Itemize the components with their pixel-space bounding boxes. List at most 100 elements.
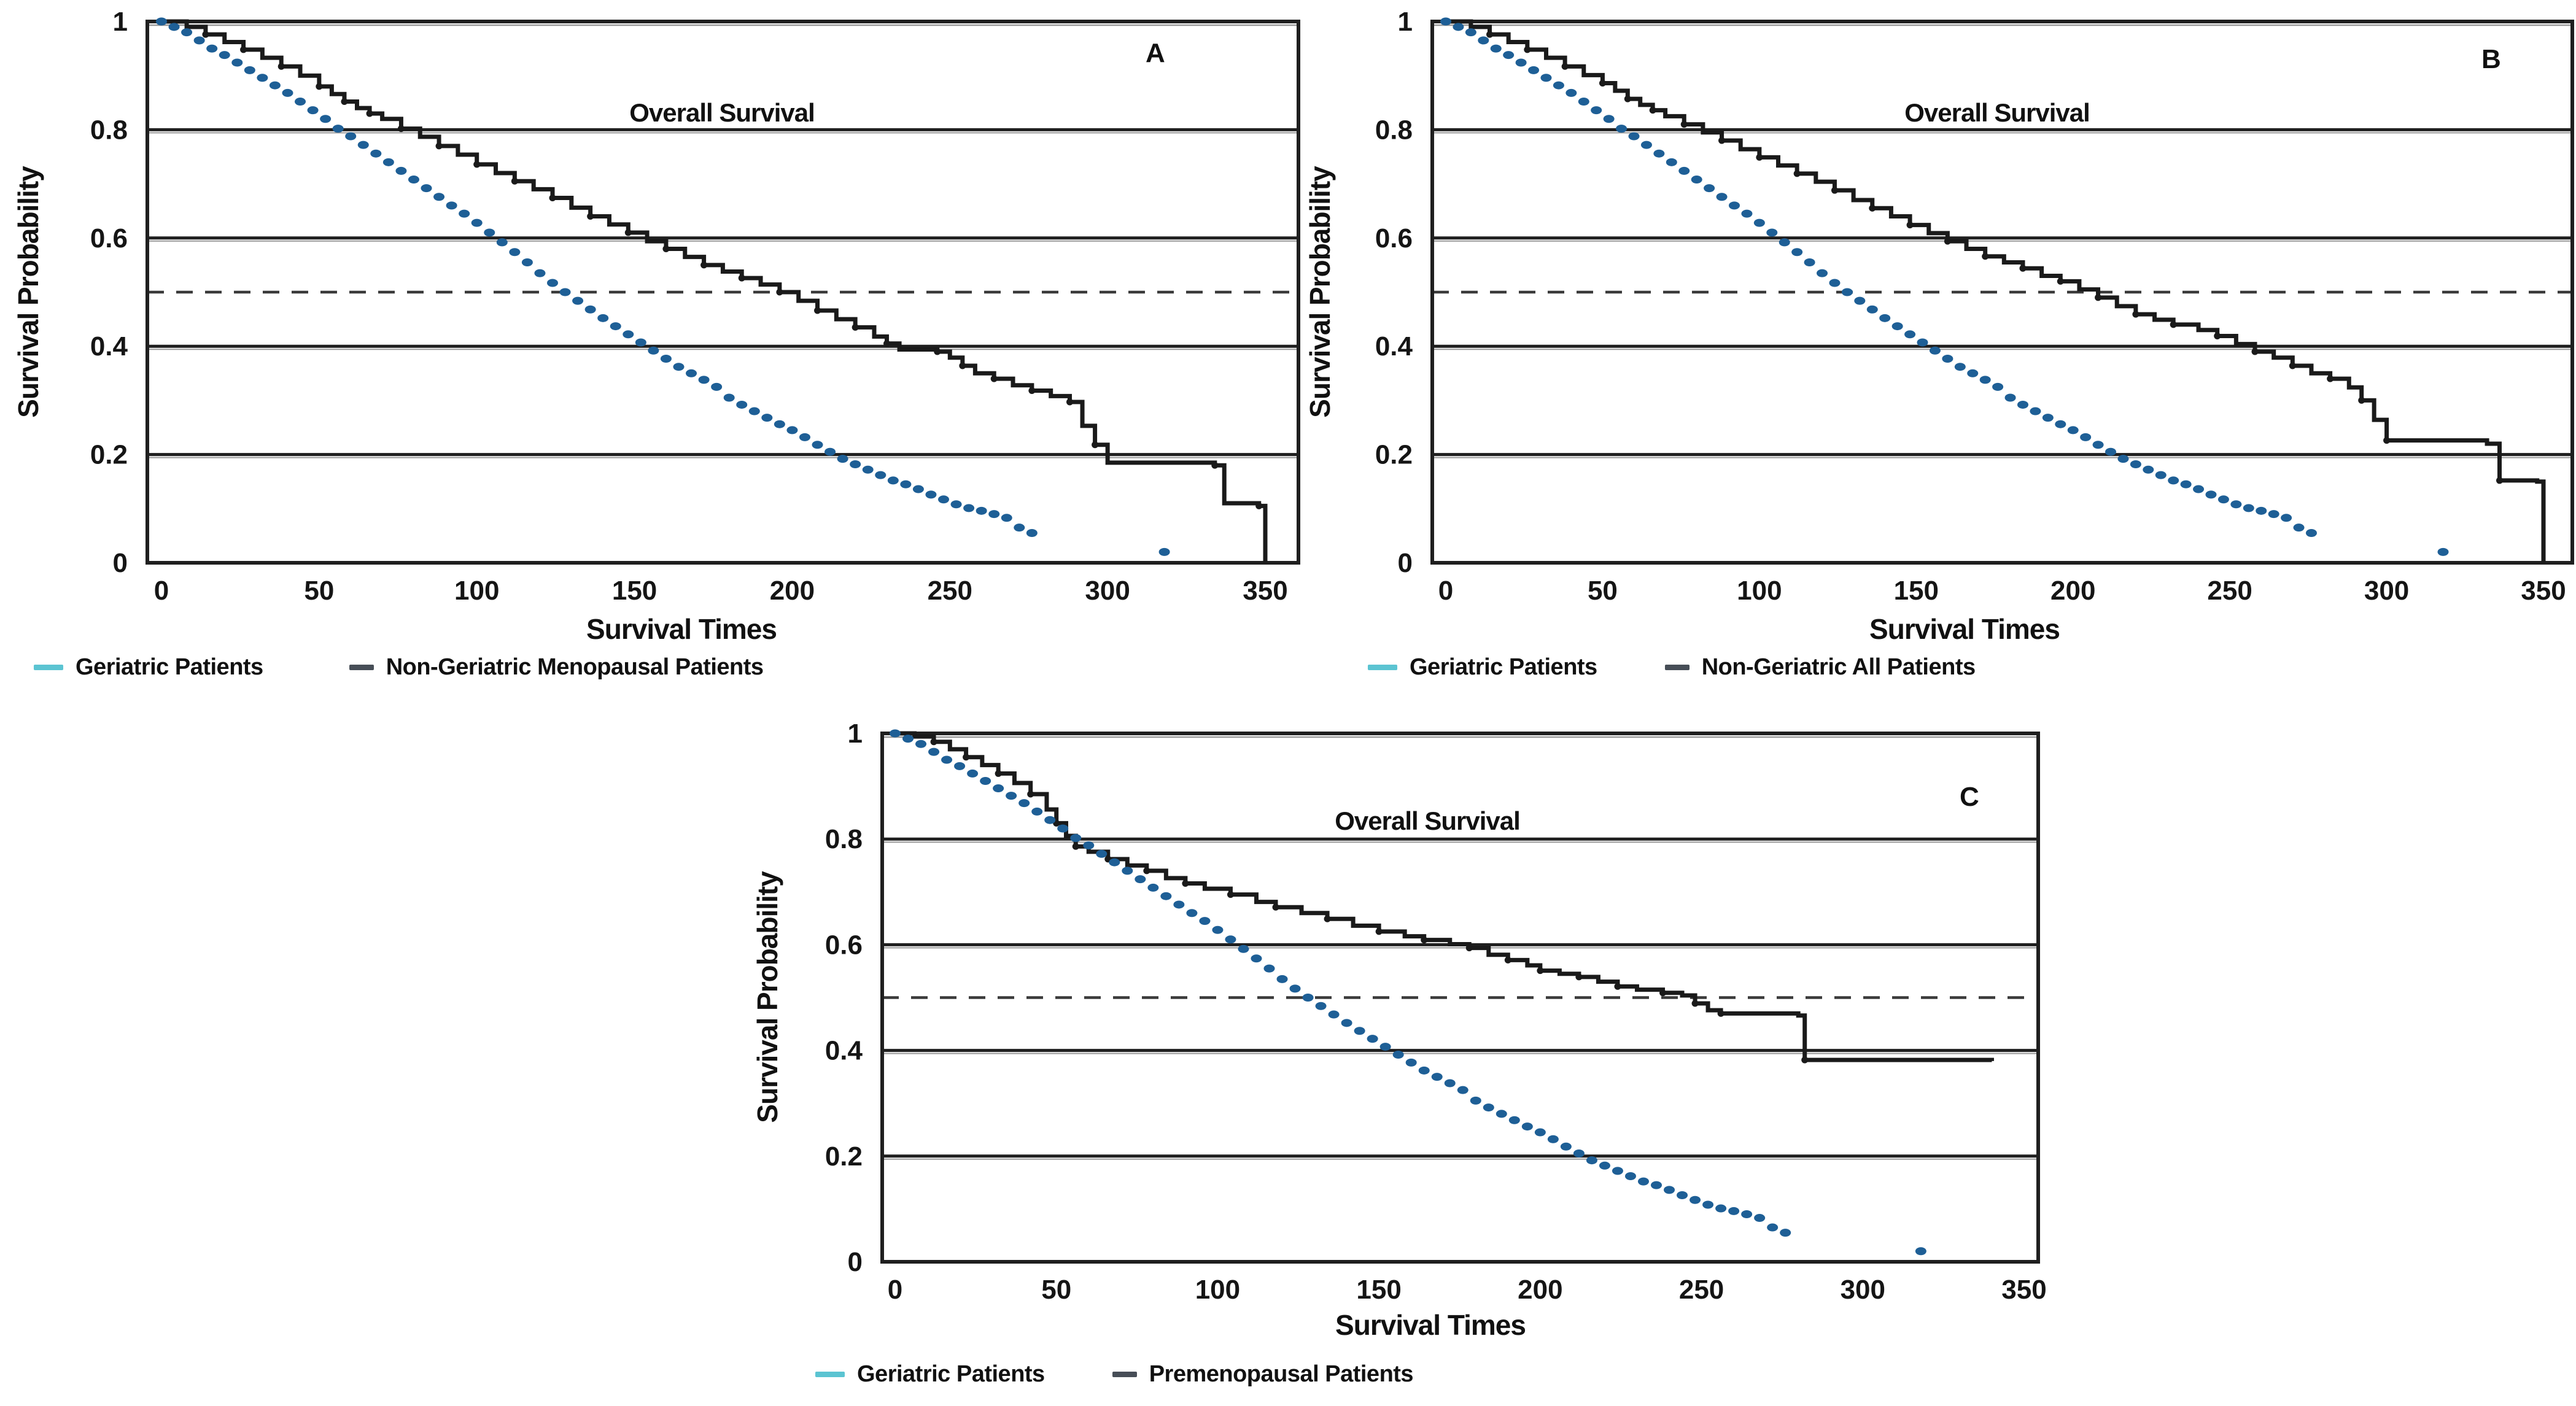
comparison-marker xyxy=(2057,277,2064,285)
panel-a-plot: 0 50 100 150 200 250 300 350 1 0.8 0.6 0.4 0.2 0 xyxy=(90,7,1300,606)
geriatric-dot xyxy=(623,330,634,339)
geriatric-dot xyxy=(1691,176,1702,184)
comparison-marker xyxy=(1944,238,1951,245)
x-tick-label: 0 xyxy=(154,576,169,606)
geriatric-dot xyxy=(1135,875,1146,884)
geriatric-dot xyxy=(1967,369,1979,377)
comparison-marker xyxy=(549,195,556,202)
comparison-marker xyxy=(1465,944,1473,952)
geriatric-dot xyxy=(2205,490,2217,499)
geriatric-dot xyxy=(1767,1223,1779,1232)
geriatric-dot xyxy=(1678,166,1690,175)
legend-item-geriatric-b: Geriatric Patients xyxy=(1368,654,1597,681)
geriatric-dot xyxy=(231,58,243,67)
geriatric-dot xyxy=(2268,510,2279,519)
geriatric-dot xyxy=(1440,17,1451,26)
geriatric-dot xyxy=(446,201,457,210)
geriatric-dot xyxy=(1173,900,1185,909)
geriatric-dot xyxy=(1328,1010,1340,1019)
comparison-marker xyxy=(662,245,670,252)
geriatric-dot xyxy=(2256,506,2267,515)
comparison-marker xyxy=(1504,956,1511,964)
comparison-curve xyxy=(895,731,1994,1062)
geriatric-dot xyxy=(698,376,710,384)
comparison-marker xyxy=(316,83,323,90)
comparison-marker xyxy=(1143,867,1150,875)
geriatric-dot xyxy=(2080,433,2092,441)
legend-swatch-comparison-a xyxy=(349,665,374,670)
panel-title-c: Overall Survival xyxy=(1335,806,1521,835)
geriatric-dot xyxy=(1147,883,1159,892)
x-tick-label: 200 xyxy=(1518,1275,1562,1305)
comparison-marker xyxy=(995,770,1002,777)
geriatric-dot xyxy=(2092,441,2104,449)
geriatric-dot xyxy=(521,258,533,266)
x-tick-label: 0 xyxy=(888,1275,902,1305)
geriatric-dot xyxy=(1829,279,1841,287)
comparison-marker xyxy=(1486,31,1494,38)
geriatric-dot xyxy=(1044,816,1056,824)
geriatric-dot xyxy=(1603,115,1615,123)
comparison-marker xyxy=(1537,967,1544,975)
legend-item-comparison-b: Non-Geriatric All Patients xyxy=(1664,654,1976,681)
legend-label-geriatric-a: Geriatric Patients xyxy=(76,654,263,680)
geriatric-dot xyxy=(395,166,407,175)
geriatric-dot xyxy=(2230,500,2242,509)
geriatric-dot xyxy=(1586,1156,1597,1165)
geriatric-dot xyxy=(1547,1135,1559,1143)
geriatric-dot xyxy=(1690,1195,1701,1204)
geriatric-dot xyxy=(1392,1050,1404,1059)
geriatric-dot xyxy=(1637,1177,1649,1186)
geriatric-dot xyxy=(307,106,319,115)
y-axis-label-a: Survival Probability xyxy=(12,166,44,418)
panel-b-plot: 0 50 100 150 200 250 300 350 1 0.8 0.6 0.4 0.2 0 xyxy=(1375,7,2574,606)
y-tick-label: 0 xyxy=(113,548,128,578)
geriatric-dot xyxy=(1109,858,1120,867)
comparison-marker xyxy=(1211,462,1219,469)
y-tick-label: 1 xyxy=(848,719,863,749)
comparison-marker xyxy=(1255,502,1263,509)
geriatric-dot xyxy=(928,747,940,756)
geriatric-dot xyxy=(660,354,672,363)
geriatric-dot xyxy=(1083,841,1095,850)
plot-frame xyxy=(145,20,1300,565)
comparison-marker xyxy=(473,161,481,168)
geriatric-dot xyxy=(1560,1142,1572,1151)
comparison-marker xyxy=(990,375,998,382)
geriatric-dot xyxy=(824,447,836,456)
geriatric-dot xyxy=(1528,66,1540,74)
panel-letter-a: A xyxy=(1146,38,1165,68)
geriatric-dot xyxy=(1929,346,1941,355)
comparison-marker xyxy=(1561,63,1569,70)
x-tick-label: 350 xyxy=(1243,576,1287,606)
geriatric-dot xyxy=(2117,455,2129,463)
geriatric-dot xyxy=(320,115,332,123)
geriatric-dot xyxy=(2168,476,2179,485)
geriatric-dot xyxy=(1866,305,1878,314)
comparison-curve xyxy=(161,19,1268,563)
geriatric-dot xyxy=(673,363,685,371)
geriatric-dot xyxy=(1018,799,1030,808)
geriatric-dot xyxy=(559,288,571,296)
geriatric-dot xyxy=(1565,88,1577,97)
geriatric-dot xyxy=(1001,514,1012,522)
comparison-marker xyxy=(2289,362,2296,369)
geriatric-dot xyxy=(1515,58,1527,67)
geriatric-dot xyxy=(156,17,167,26)
geriatric-dot xyxy=(244,66,255,74)
y-tick-label: 1 xyxy=(1398,7,1413,37)
geriatric-dot xyxy=(635,338,646,347)
geriatric-dot xyxy=(1741,1210,1753,1219)
geriatric-dot xyxy=(1754,1214,1766,1223)
panel-letter-b: B xyxy=(2481,44,2501,74)
geriatric-dot xyxy=(993,784,1004,793)
geriatric-dot xyxy=(1624,1172,1636,1181)
geriatric-dot xyxy=(938,495,950,504)
comparison-marker xyxy=(2383,437,2391,444)
geriatric-dot xyxy=(1496,1110,1507,1118)
geriatric-dot xyxy=(2437,547,2449,556)
geriatric-dot xyxy=(1483,1103,1494,1112)
geriatric-dot xyxy=(900,480,912,489)
geriatric-dot xyxy=(382,158,394,166)
x-tick-label: 200 xyxy=(2050,576,2095,606)
